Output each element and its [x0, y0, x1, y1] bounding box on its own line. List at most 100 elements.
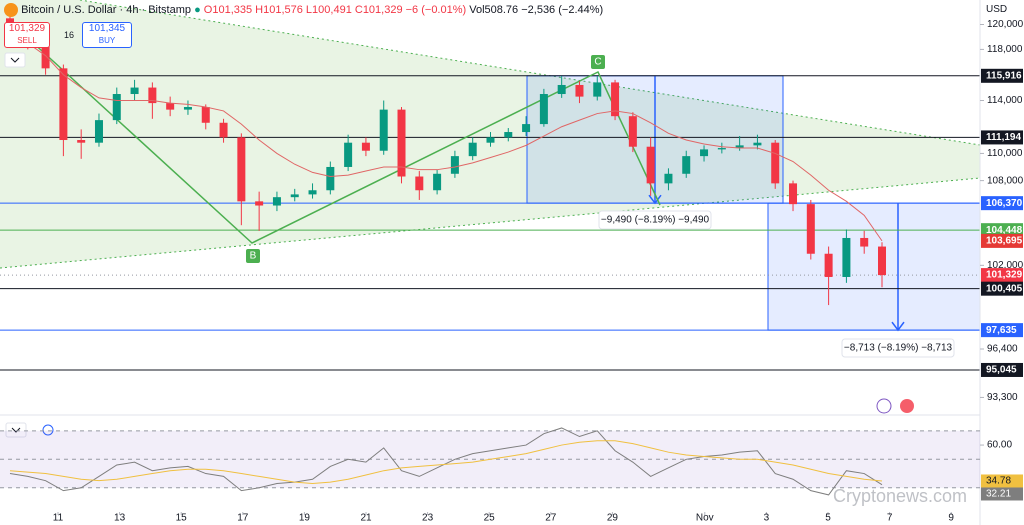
sell-label: SELL — [17, 36, 37, 45]
y-tick-label: 118,000 — [987, 44, 1023, 55]
rsi-label-bg — [981, 474, 1023, 488]
price-label: 115,916 — [986, 70, 1022, 81]
rsi-line — [9, 440, 883, 485]
collapse-button[interactable] — [5, 422, 27, 438]
price-label: 97,635 — [986, 325, 1017, 336]
candle-body — [522, 124, 531, 133]
price-label: 95,045 — [986, 365, 1017, 376]
candle-body — [806, 204, 815, 254]
candle-body — [771, 142, 780, 184]
triangle-upper — [79, 0, 981, 146]
candle-body — [94, 120, 103, 143]
x-tick-label: 29 — [607, 513, 619, 524]
price-label-bg — [981, 323, 1023, 338]
price-label: 100,405 — [986, 283, 1023, 294]
candle-body — [290, 194, 299, 198]
price-label: 103,695 — [986, 236, 1023, 247]
flag-icon[interactable] — [900, 399, 914, 413]
candle-body — [308, 190, 317, 195]
point-marker — [591, 55, 605, 69]
candle-body — [219, 122, 228, 138]
buy-price: 101,345 — [88, 23, 126, 34]
point-label: B — [250, 251, 257, 262]
event-icon[interactable] — [876, 398, 892, 414]
candle-body — [112, 94, 121, 121]
y-tick-label: 110,000 — [987, 148, 1023, 159]
candle-body — [842, 237, 851, 277]
candle-body — [789, 183, 798, 205]
candle-body — [77, 140, 86, 143]
candle-body — [237, 137, 246, 202]
spread: 16 — [64, 30, 75, 40]
candle-body — [272, 197, 281, 206]
candle-body — [450, 156, 459, 174]
candle-body — [878, 246, 886, 276]
candle-body — [860, 237, 869, 247]
price-label-bg — [981, 130, 1023, 145]
sell-price: 101,329 — [8, 23, 46, 34]
x-tick-label: 21 — [360, 513, 372, 524]
x-tick-label: Nov — [696, 513, 714, 524]
volume: Vol508.76 −2,536 (−2.44%) — [469, 3, 604, 16]
candle-body — [183, 107, 192, 110]
x-tick-label: 27 — [545, 513, 557, 524]
price-label: 111,194 — [986, 132, 1021, 143]
candle-body — [539, 94, 548, 125]
y-tick-label: 120,000 — [987, 19, 1024, 30]
x-tick-label: 3 — [764, 513, 770, 524]
candle-body — [628, 116, 637, 147]
candle-body — [486, 137, 495, 143]
chevron — [10, 57, 20, 63]
candle-body — [59, 68, 68, 141]
symbol: Bitcoin / U.S. Dollar · 4h · Bitstamp — [21, 3, 192, 16]
rsi-label-bg — [981, 487, 1023, 501]
price-label-bg — [981, 233, 1023, 248]
candle-body — [753, 142, 762, 146]
y-tick-label: 93,300 — [987, 392, 1018, 403]
sell-button[interactable]: 101,329 SELL — [4, 22, 50, 48]
rsi-line — [9, 427, 883, 496]
x-tick-label: 7 — [887, 513, 893, 524]
candle-body — [415, 176, 424, 191]
price-label-bg — [981, 68, 1023, 83]
symbol-bar: Bitcoin / U.S. Dollar · 4h · Bitstamp ● … — [4, 3, 603, 17]
measure-label: −8,713 (−8.19%) −8,713 — [844, 343, 953, 354]
collapse-button[interactable] — [4, 52, 26, 68]
candle-body — [361, 142, 370, 151]
chevron — [11, 427, 21, 433]
ohlc: O101,335 H101,576 L100,491 C101,329 −6 (… — [203, 3, 467, 16]
x-tick-label: 13 — [114, 513, 126, 524]
candle-body — [326, 166, 335, 191]
y-tick-label: 108,000 — [987, 175, 1024, 186]
currency: USD — [986, 4, 1008, 15]
candle-body — [557, 84, 566, 95]
x-tick-label: 17 — [237, 513, 249, 524]
candle-body — [735, 145, 744, 149]
point-label: C — [594, 57, 601, 68]
triangle-lower — [0, 177, 981, 269]
candle-body — [664, 173, 673, 184]
candle-body — [148, 87, 157, 104]
y-tick-label: 60.00 — [987, 440, 1012, 451]
candle-body — [397, 109, 406, 177]
buy-button[interactable]: 101,345 BUY — [82, 22, 132, 48]
x-tick-label: 15 — [176, 513, 188, 524]
x-tick-label: 25 — [484, 513, 496, 524]
x-tick-label: 5 — [825, 513, 831, 524]
candle-body — [344, 142, 353, 167]
y-tick-label: 102,000 — [987, 260, 1024, 271]
measure-label-bg — [841, 338, 955, 358]
candle-body — [682, 156, 691, 174]
price-label-bg — [981, 196, 1023, 211]
price-label: 104,448 — [986, 225, 1023, 236]
x-tick-label: 11 — [53, 513, 64, 524]
candle-body — [717, 148, 726, 150]
candle-body — [130, 87, 139, 95]
indicator-icon[interactable] — [42, 424, 54, 436]
price-label-bg — [981, 223, 1023, 238]
coin-icon — [4, 3, 18, 17]
buy-label: BUY — [98, 36, 116, 45]
candle-body — [379, 109, 388, 151]
watermark: Cryptonews.com — [833, 486, 967, 506]
